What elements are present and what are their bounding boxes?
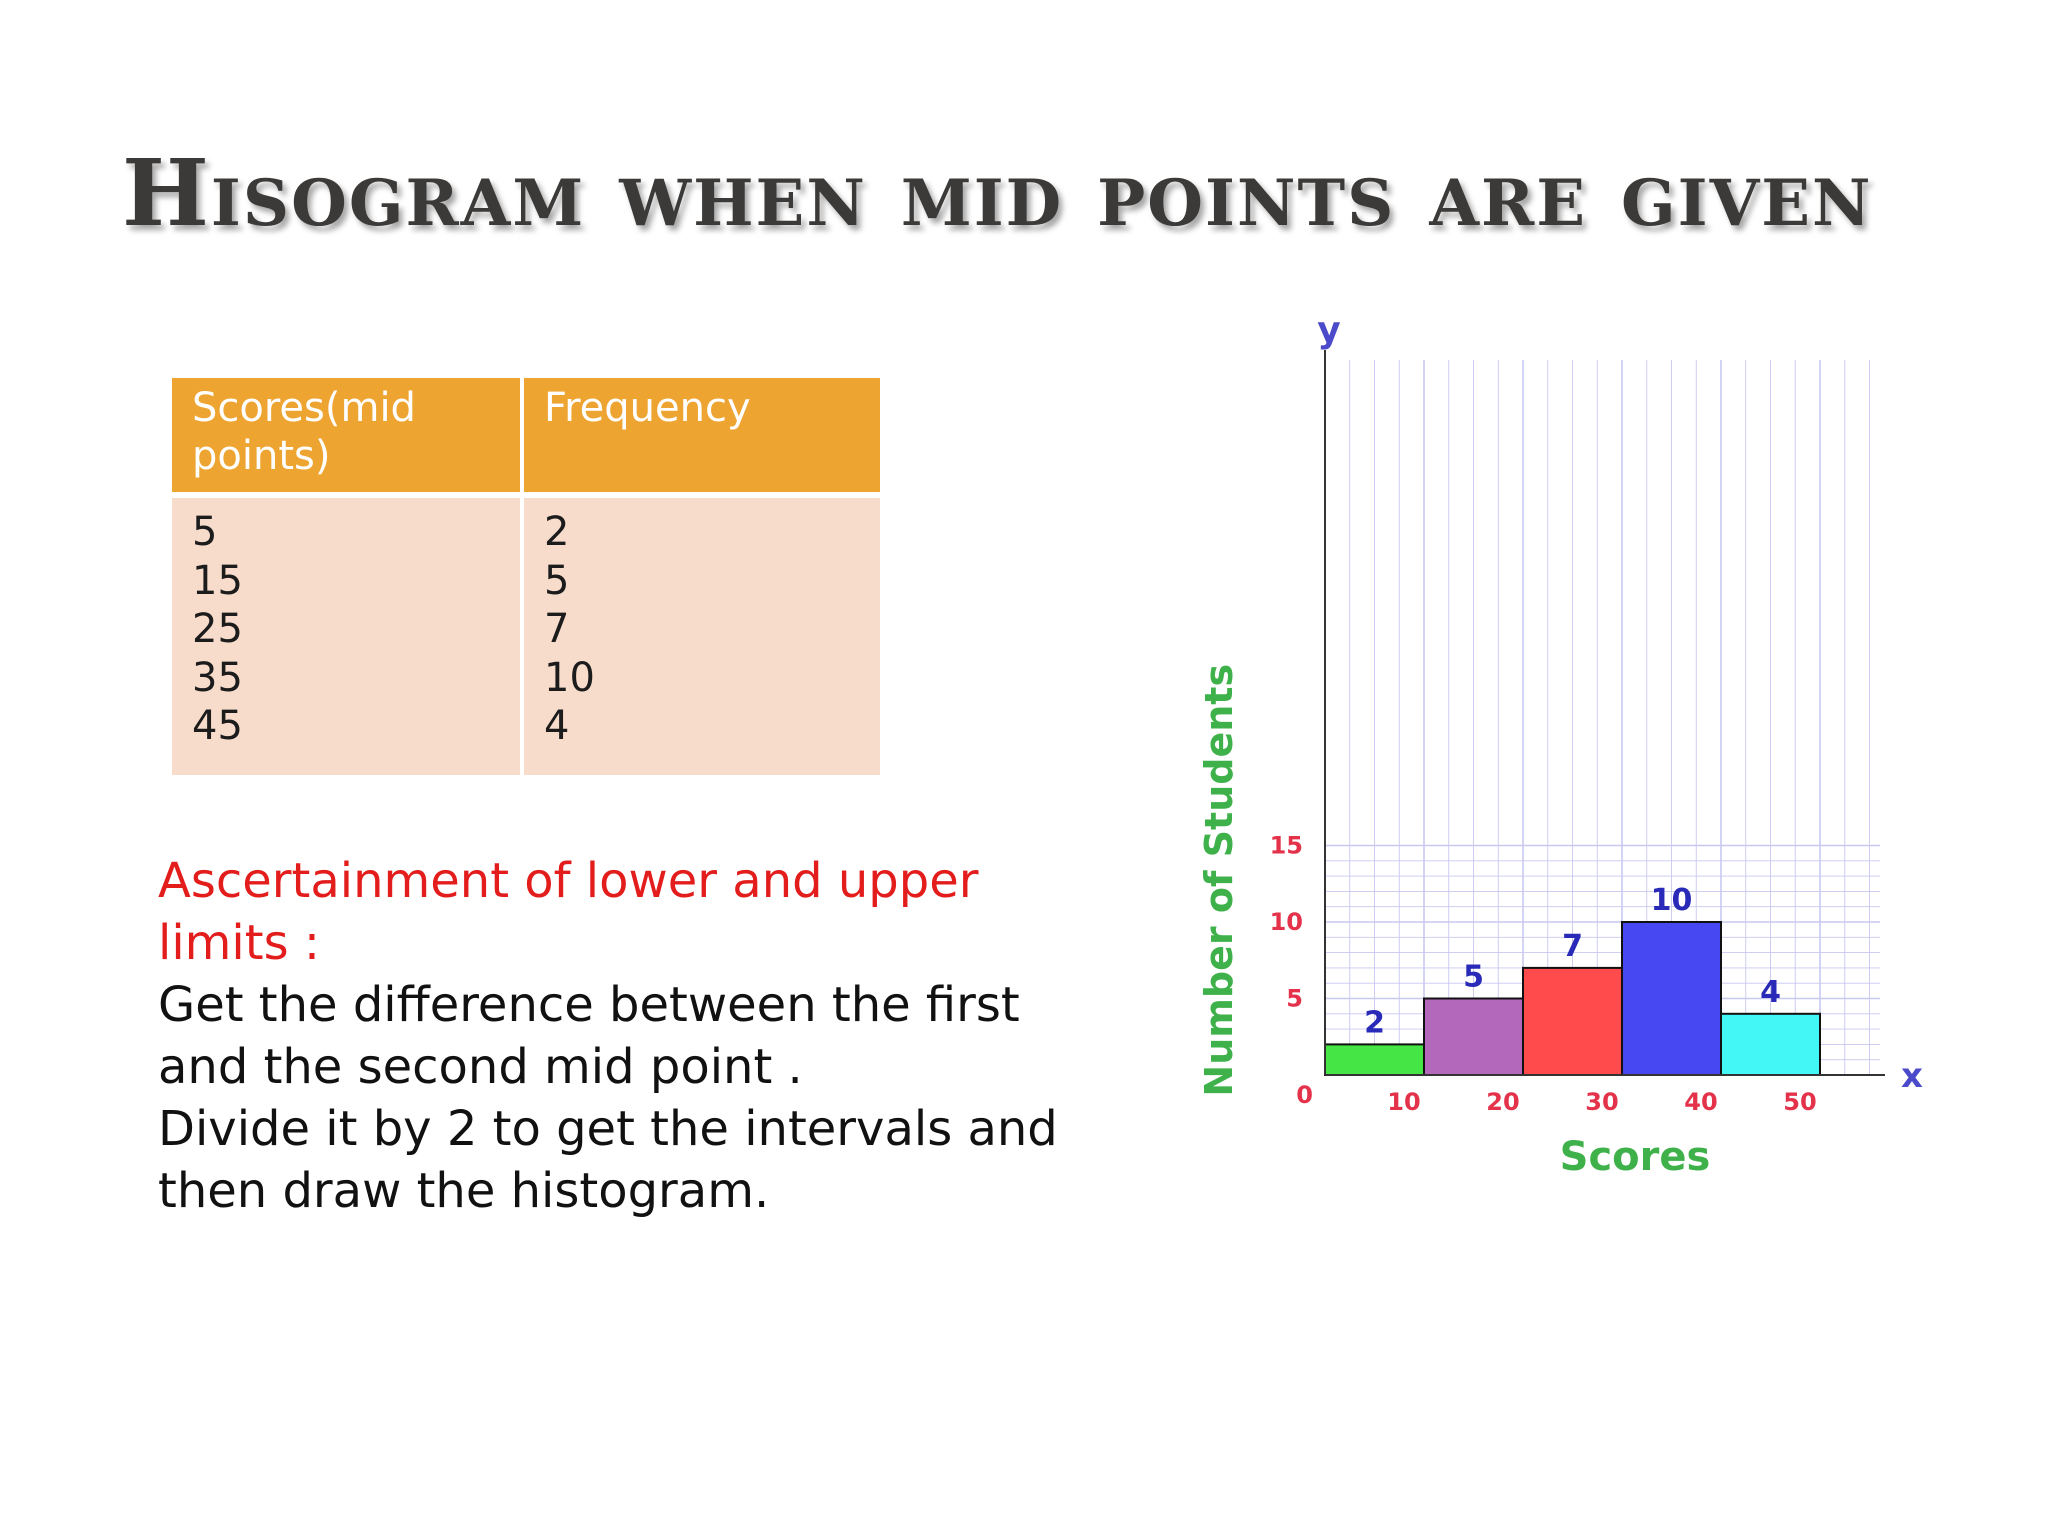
mid-point-value: 15 bbox=[192, 557, 243, 604]
data-label: 4 bbox=[1760, 975, 1781, 1010]
y-tick-label: 10 bbox=[1270, 908, 1303, 936]
data-label: 10 bbox=[1651, 883, 1693, 918]
y-axis-label: Number of Students bbox=[1197, 664, 1241, 1097]
x-tick-label: 50 bbox=[1783, 1088, 1816, 1116]
mid-point-value: 5 bbox=[192, 509, 218, 555]
mid-points-cell: 5 15 25 35 45 bbox=[172, 495, 524, 775]
histogram-bar bbox=[1423, 997, 1524, 1076]
mid-point-value: 35 bbox=[192, 654, 243, 701]
histogram-bar bbox=[1324, 1043, 1425, 1077]
histogram-bar bbox=[1621, 921, 1722, 1076]
frequency-value: 4 bbox=[544, 703, 570, 749]
data-label: 5 bbox=[1463, 960, 1484, 995]
table-row: 5 15 25 35 45 2 5 7 10 4 bbox=[172, 495, 880, 775]
frequency-value: 10 bbox=[544, 654, 595, 701]
histogram-bar bbox=[1522, 966, 1623, 1077]
frequencies-cell: 2 5 7 10 4 bbox=[522, 495, 880, 775]
page-title: Hisogram when mid points are given bbox=[122, 139, 1873, 247]
x-tick-label: 40 bbox=[1684, 1088, 1717, 1116]
data-label: 7 bbox=[1562, 929, 1583, 964]
note-heading: Ascertainment of lower and upper limits … bbox=[158, 853, 979, 971]
mid-point-value: 45 bbox=[192, 703, 243, 749]
table-header-row: Scores(mid points) Frequency bbox=[172, 378, 880, 498]
x-tick-label: 10 bbox=[1387, 1088, 1420, 1116]
x-axis-name: x bbox=[1901, 1056, 1923, 1096]
histogram-bar bbox=[1720, 1012, 1821, 1076]
y-tick-label: 5 bbox=[1286, 985, 1303, 1013]
frequency-table: Scores(mid points) Frequency 5 15 25 35 … bbox=[172, 378, 880, 775]
x-tick-label: 20 bbox=[1486, 1088, 1519, 1116]
mid-point-value: 25 bbox=[192, 606, 243, 652]
y-tick-label: 15 bbox=[1270, 832, 1303, 860]
header-frequency: Frequency bbox=[522, 378, 880, 498]
note-block: Ascertainment of lower and upper limits … bbox=[158, 850, 1118, 1222]
header-scores: Scores(mid points) bbox=[172, 378, 524, 498]
y-tick-label: 0 bbox=[1296, 1081, 1313, 1109]
frequency-value: 7 bbox=[544, 606, 570, 652]
x-axis-label: Scores bbox=[1560, 1134, 1711, 1180]
frequency-value: 5 bbox=[544, 557, 570, 604]
note-line: Get the difference between the first and… bbox=[158, 977, 1020, 1095]
x-tick-label: 30 bbox=[1585, 1088, 1618, 1116]
note-line: Divide it by 2 to get the intervals and … bbox=[158, 1101, 1058, 1219]
y-axis-name: y bbox=[1317, 310, 1340, 351]
frequency-value: 2 bbox=[544, 509, 570, 555]
data-label: 2 bbox=[1364, 1005, 1385, 1040]
